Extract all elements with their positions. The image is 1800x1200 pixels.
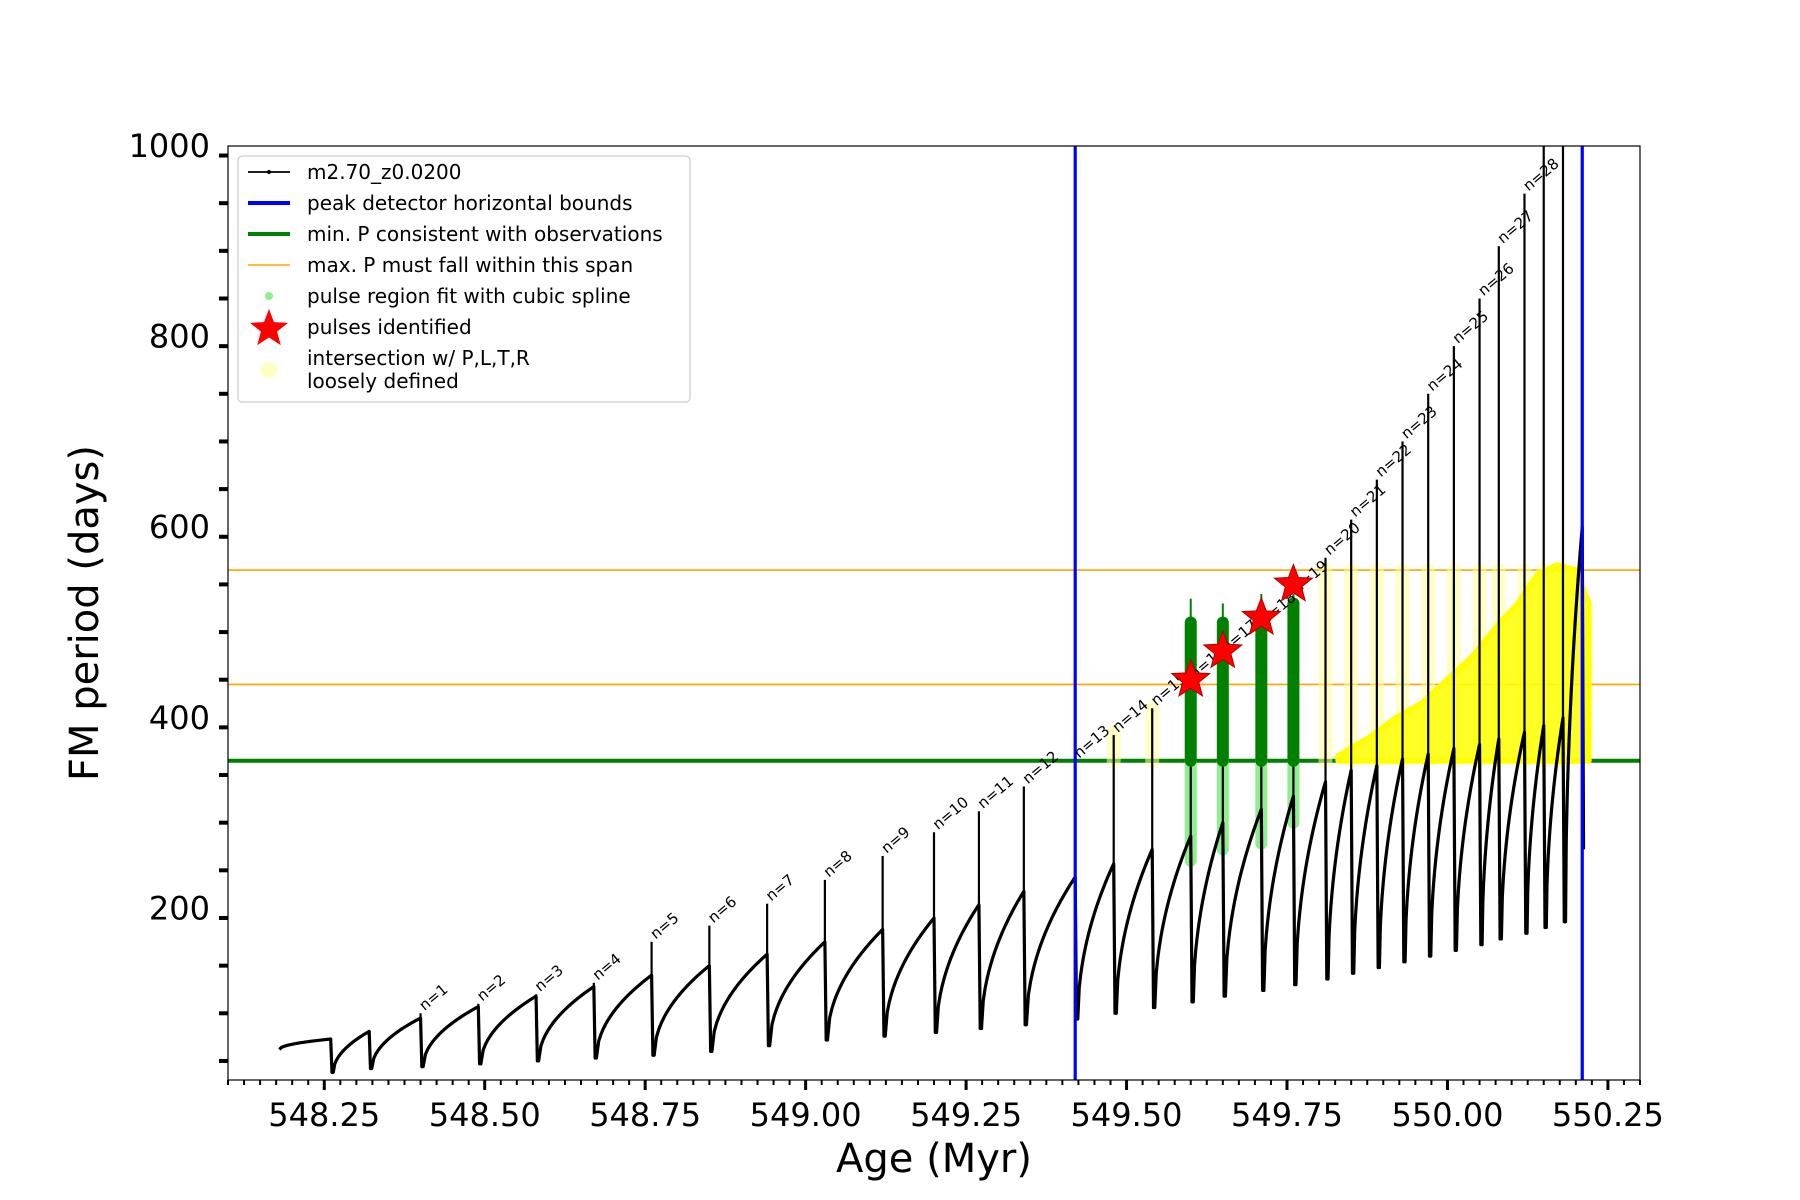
pulse-identified-star-1 [1202, 629, 1244, 669]
legend-label-1: peak detector horizontal bounds [307, 191, 633, 215]
loose-yellow-band [1335, 562, 1592, 764]
legend-label-5: pulses identified [307, 315, 472, 339]
x-tick-label-3: 549.00 [750, 1096, 862, 1134]
legend-label-6: intersection w/ P,L,T,R [307, 346, 530, 370]
pulses-identified-layer [1170, 563, 1314, 698]
legend-box [237, 155, 691, 403]
y-tick-label-4: 1000 [129, 127, 210, 165]
legend-swatch-marker-0 [267, 170, 271, 174]
legend-swatch-4 [265, 292, 273, 300]
x-tick-label-0: 548.25 [268, 1096, 380, 1134]
y-axis: 200 400 600 800 1000 [129, 127, 228, 1063]
pulse-identified-star-2 [1240, 596, 1282, 636]
x-tick-label-8: 550.25 [1552, 1096, 1664, 1134]
legend-label-6-line2: loosely defined [307, 369, 459, 393]
x-tick-label-1: 548.50 [429, 1096, 541, 1134]
x-axis: 548.25 548.50 548.75 549.00 549.25 549.50 549.… [227, 1080, 1664, 1134]
x-tick-label-2: 548.75 [589, 1096, 701, 1134]
x-tick-label-6: 549.75 [1231, 1096, 1343, 1134]
legend-label-2: min. P consistent with observations [307, 222, 663, 246]
legend-label-4: pulse region fit with cubic spline [307, 284, 631, 308]
x-tick-label-4: 549.25 [910, 1096, 1022, 1134]
x-tick-label-5: 549.50 [1071, 1096, 1183, 1134]
legend-swatch-5 [249, 309, 289, 346]
legend-label-3: max. P must fall within this span [307, 253, 633, 277]
x-axis-label: Age (Myr) [836, 1136, 1032, 1182]
y-tick-label-0: 200 [149, 889, 210, 927]
evolution-track [278, 525, 1586, 1074]
y-tick-label-1: 400 [149, 699, 210, 737]
pulse-identified-star-0 [1170, 658, 1212, 698]
legend-label-0: m2.70_z0.0200 [307, 160, 462, 184]
y-axis-label: FM period (days) [62, 445, 108, 781]
y-tick-label-3: 800 [149, 318, 210, 356]
legend-swatch-6 [261, 362, 277, 378]
x-tick-label-7: 550.00 [1391, 1096, 1503, 1134]
pulse-identified-star-3 [1273, 563, 1314, 602]
vertical-lines-layer [1073, 146, 1584, 1080]
y-tick-label-2: 600 [149, 508, 210, 546]
